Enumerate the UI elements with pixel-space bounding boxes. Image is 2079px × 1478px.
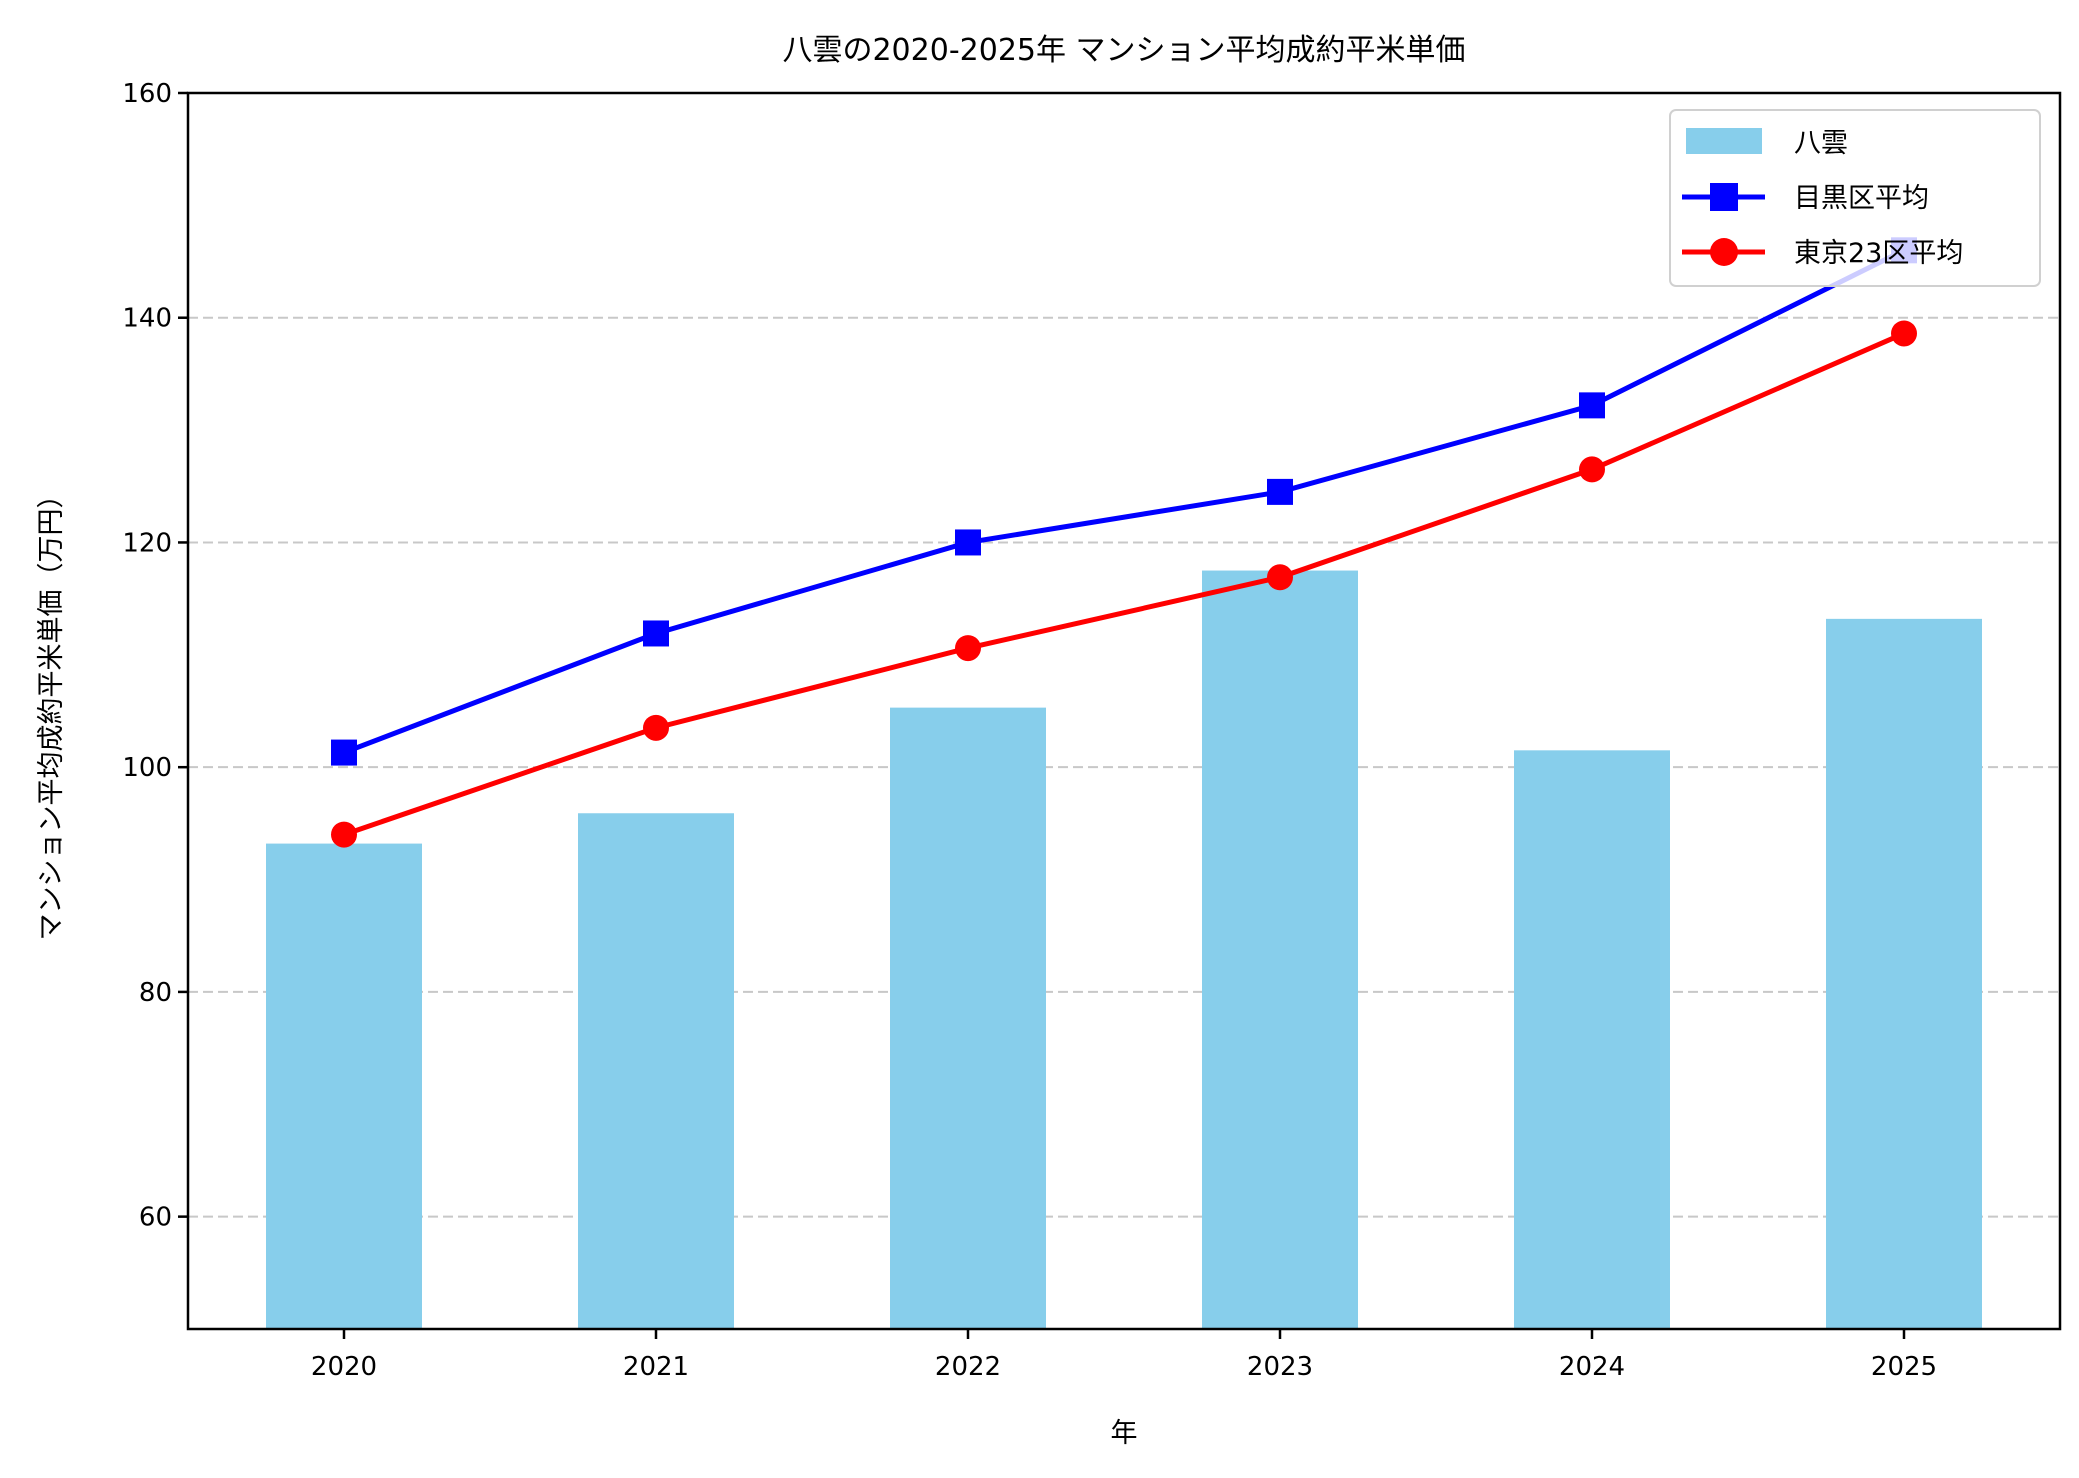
y-tick-label: 80 [139,978,172,1008]
x-tick-label: 2020 [311,1352,377,1382]
legend-marker [1710,238,1738,266]
point-marker [955,529,981,556]
point-marker [643,714,669,741]
y-tick-label: 100 [122,753,172,783]
point-marker [1579,456,1605,483]
point-marker [331,739,357,766]
y-tick-label: 140 [122,304,172,334]
x-tick-label: 2024 [1559,1352,1625,1382]
bar-2022 [890,707,1046,1329]
x-tick-label: 2025 [1871,1352,1937,1382]
legend-swatch [1686,128,1762,154]
y-axis: 60 80 100 120 140 160 [122,79,188,1233]
series-line [343,331,1905,837]
point-marker [1267,564,1293,591]
legend-label: 目黒区平均 [1794,183,1929,214]
legend-marker [1710,183,1738,211]
x-axis: 2020 2021 2022 2023 2024 2025 [311,1329,1937,1382]
point-marker [1579,392,1605,419]
bar-2024 [1514,750,1670,1329]
legend-label: 東京23区平均 [1794,238,1963,269]
point-marker [331,821,357,848]
x-axis-label: 年 [1111,1418,1138,1449]
bar-2025 [1826,618,1982,1329]
chart-title: 八雲の2020-2025年 マンション平均成約平米単価 [782,33,1465,68]
bar-2021 [578,813,734,1329]
gridlines [188,316,2060,1218]
point-marker [1891,320,1917,347]
x-tick-label: 2023 [1247,1352,1313,1382]
y-axis-label: マンション平均成約平米単価（万円） [36,482,67,941]
x-tick-label: 2021 [623,1352,689,1382]
plot-frame [186,91,2062,1331]
bar-2020 [266,843,422,1329]
series-line [343,248,1906,755]
bar-2023 [1202,570,1358,1329]
legend-label: 八雲 [1794,128,1848,159]
point-marker [1267,478,1293,505]
point-marker [955,635,981,662]
bars [266,570,1982,1329]
y-tick-label: 60 [139,1203,172,1233]
x-tick-label: 2022 [935,1352,1001,1382]
y-tick-label: 120 [122,528,172,558]
y-tick-label: 160 [122,79,172,109]
legend-box [1669,109,2041,287]
point-marker [643,620,669,647]
